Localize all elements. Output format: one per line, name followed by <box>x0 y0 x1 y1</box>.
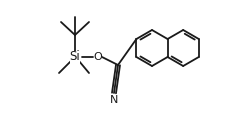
Text: O: O <box>94 52 102 62</box>
Text: N: N <box>110 95 118 105</box>
Text: Si: Si <box>70 51 80 63</box>
